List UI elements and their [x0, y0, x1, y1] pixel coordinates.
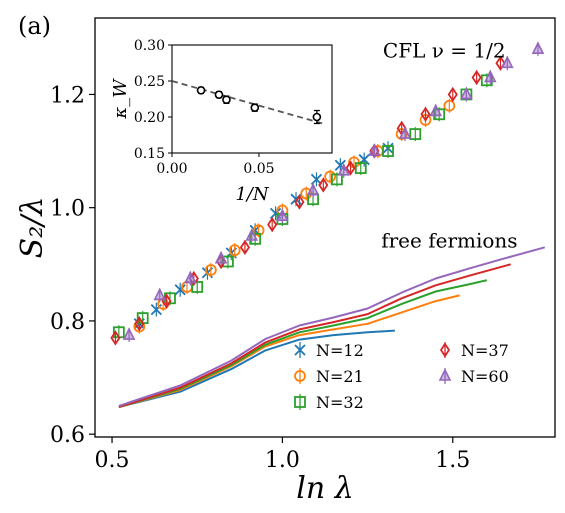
data-point-N=60: [337, 163, 351, 176]
x-tick-label: 1.0: [265, 448, 300, 473]
data-point-N=60: [460, 86, 473, 100]
inset-y-tick-label: 0.30: [134, 38, 165, 54]
data-point-N=37: [420, 106, 431, 122]
data-point-N=21: [252, 224, 265, 237]
legend-label: N=32: [316, 393, 364, 412]
data-point-N=37: [110, 330, 121, 346]
data-point-N=60: [398, 126, 412, 139]
data-point-N=32: [331, 173, 343, 186]
data-point-N=37: [471, 69, 482, 86]
free-fermion-line-3: [118, 263, 511, 408]
data-point-N=60: [501, 55, 514, 69]
x-axis-title: ln λ: [296, 471, 353, 506]
data-point-N=60: [245, 228, 259, 241]
data-point-N=60: [153, 287, 167, 301]
data-point-N=21: [324, 170, 337, 183]
data-point-N=37: [447, 86, 458, 103]
data-point-N=37: [134, 316, 145, 332]
data-point-N=60: [368, 143, 381, 156]
data-point-N=32: [221, 255, 234, 268]
inset-y-tick-label: 0.25: [134, 74, 165, 90]
data-point-N=60: [276, 208, 289, 221]
data-point-N=32: [354, 162, 367, 174]
data-point-N=12: [174, 284, 186, 296]
annotation-free-fermions: free fermions: [381, 228, 517, 252]
data-point-N=60: [122, 327, 136, 340]
inset-y-tick-label: 0.15: [134, 146, 165, 162]
data-point-N=60: [483, 69, 497, 83]
inset-x-tick-label: 0.05: [243, 161, 274, 177]
data-point-N=12: [150, 303, 162, 316]
inset-x-tick-label: 0.00: [156, 161, 187, 177]
inset-y-tick-label: 0.20: [134, 110, 165, 126]
annotation-cfl: CFL ν = 1/2: [383, 39, 506, 63]
data-point-N=21: [228, 244, 241, 257]
data-point-N=21: [204, 264, 217, 276]
data-point-N=37: [345, 160, 356, 176]
free-fermion-line-0: [118, 329, 395, 408]
inset-data-point: [312, 112, 322, 122]
data-point-N=60: [184, 270, 197, 284]
inset-fit-line: [171, 80, 326, 126]
inset-y-axis-title: κ_W: [110, 78, 131, 120]
data-point-N=32: [409, 128, 422, 140]
main-plot: 0.5 1.0 1.5 0.6 0.8 1.0 1.2 ln λ S₂/λ CFL ν = 1/2…: [15, 17, 556, 506]
free-fermion-line-4: [118, 246, 546, 407]
x-tick-label: 0.5: [95, 448, 130, 473]
inset-data-point: [214, 90, 224, 99]
data-point-N=32: [433, 108, 446, 121]
data-point-N=32: [480, 74, 493, 87]
legend-label: N=60: [461, 367, 509, 386]
data-point-N=37: [188, 270, 199, 287]
data-point-N=60: [306, 182, 320, 196]
legend-marker-N=21: [294, 370, 306, 382]
y-tick-label: 1.0: [50, 197, 85, 222]
data-point-N=37: [267, 217, 278, 233]
legend: N=12 N=21 N=32 N=37 N=60: [294, 341, 509, 412]
inset-data-point: [196, 86, 206, 95]
legend-label: N=12: [316, 341, 364, 360]
data-point-N=37: [318, 177, 329, 193]
data-point-N=32: [191, 281, 204, 293]
free-fermion-line-2: [118, 279, 488, 408]
inset-x-axis-title: 1/N: [235, 184, 270, 205]
y-tick-label: 0.6: [50, 423, 85, 448]
plot-frame: [94, 17, 556, 438]
data-point-N=21: [443, 99, 456, 112]
x-tick-label: 1.5: [435, 448, 470, 473]
inset-frame: [171, 44, 333, 154]
data-point-N=32: [249, 232, 262, 245]
data-point-N=37: [294, 194, 305, 210]
y-axis-title: S₂/λ: [15, 197, 50, 259]
y-tick-label: 1.2: [50, 83, 85, 108]
inset-data-point: [250, 103, 260, 112]
y-tick-label: 0.8: [50, 310, 85, 335]
data-point-N=32: [382, 145, 394, 157]
data-point-N=60: [429, 103, 443, 117]
legend-marker-N=37: [439, 342, 451, 358]
data-point-N=60: [531, 41, 545, 54]
legend-label: N=21: [316, 367, 364, 386]
data-point-N=37: [239, 239, 251, 255]
legend-marker-N=60: [438, 368, 452, 381]
legend-marker-N=12: [294, 344, 306, 356]
inset-plot: 0.00 0.05 0.15 0.20 0.25 0.30 1/N κ_W: [110, 38, 333, 205]
panel-label: (a): [18, 12, 51, 40]
data-point-N=60: [214, 250, 228, 264]
inset-data-point: [222, 95, 231, 105]
legend-marker-N=32: [294, 396, 306, 408]
data-point-N=37: [495, 55, 506, 71]
legend-label: N=37: [461, 341, 509, 360]
